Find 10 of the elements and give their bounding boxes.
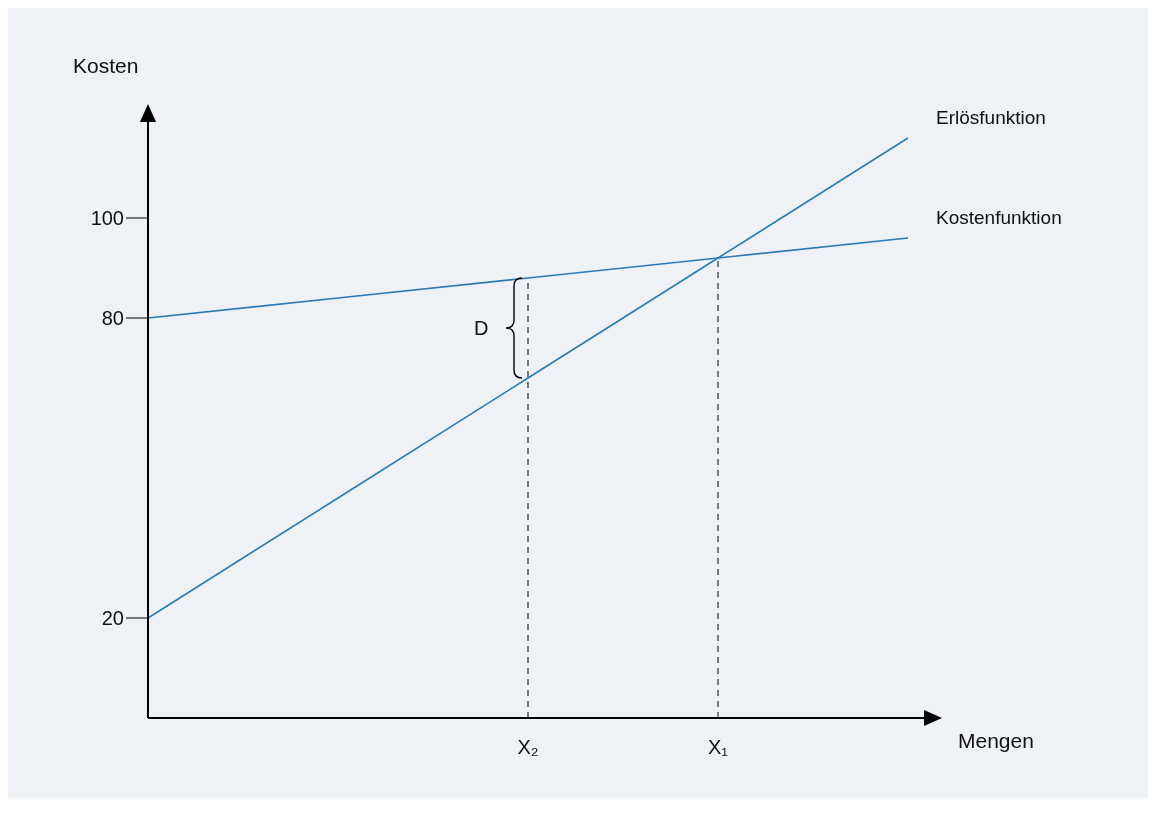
series-label: Erlösfunktion [936,107,1046,128]
series-label: Kostenfunktion [936,207,1062,228]
y-tick-label: 20 [101,607,124,630]
y-tick-label: 80 [101,307,124,330]
x-tick-label: X₂ [517,736,539,759]
y-tick-label: 100 [90,207,124,230]
annotation: D [474,317,489,339]
y-axis-title: Kosten [73,54,139,77]
x-tick-label: X₁ [707,736,729,759]
x-axis-title: Mengen [958,729,1034,752]
